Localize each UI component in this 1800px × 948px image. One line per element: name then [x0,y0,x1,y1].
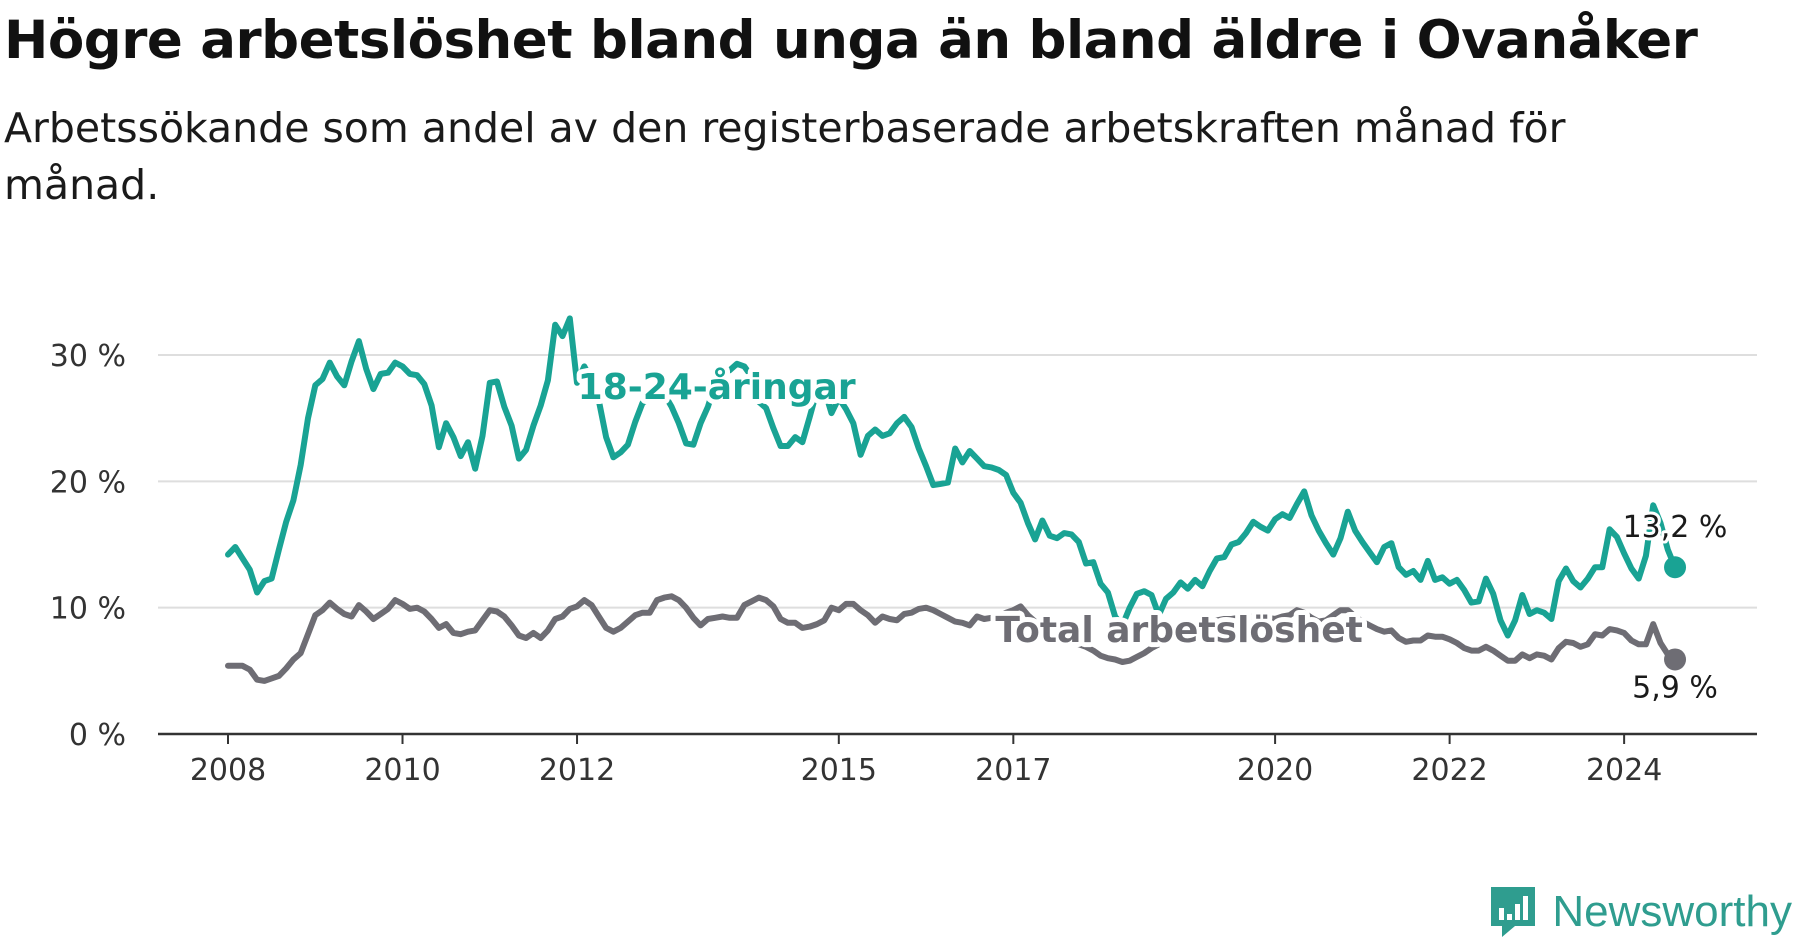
y-tick-label: 10 % [50,592,126,627]
x-axis-ticks: 2008 2010 2012 2015 2017 2020 2022 2024 [190,734,1662,788]
x-tick-label: 2015 [801,753,877,788]
y-axis-ticks: 0 % 10 % 20 % 30 % [50,339,126,753]
series-line-1 [225,593,1678,684]
brand-name: Newsworthy [1552,887,1792,936]
series-end-point-1 [1664,648,1687,671]
y-tick-label: 20 % [50,465,126,500]
series-lines [225,315,1687,684]
series-name-label: Total arbetslöshet [995,610,1363,651]
y-tick-label: 0 % [69,718,126,753]
newsworthy-logo: Newsworthy [1488,884,1792,940]
series-labels: 18-24-åringar 13,2 % Total arbetslöshet 5,9… [573,362,1731,708]
x-tick-label: 2022 [1411,753,1487,788]
chart-title: Högre arbetslöshet bland unga än bland ä… [4,10,1698,71]
x-tick-label: 2017 [975,753,1051,788]
bar-chart-icon [1491,887,1536,937]
series-line-0 [225,315,1678,639]
x-tick-label: 2008 [190,753,266,788]
x-tick-label: 2020 [1237,753,1313,788]
x-tick-label: 2010 [364,753,440,788]
y-tick-label: 30 % [50,339,126,374]
x-tick-label: 2024 [1586,753,1662,788]
chart-subtitle: Arbetssökande som andel av den registerb… [4,104,1566,209]
series-end-point-0 [1664,556,1687,579]
series-end-value-label: 5,9 % [1632,670,1718,705]
gridlines [158,354,1757,609]
series-name-label: 18-24-åringar [578,367,856,408]
series-end-value-label: 13,2 % [1623,510,1728,545]
x-tick-label: 2012 [539,753,615,788]
